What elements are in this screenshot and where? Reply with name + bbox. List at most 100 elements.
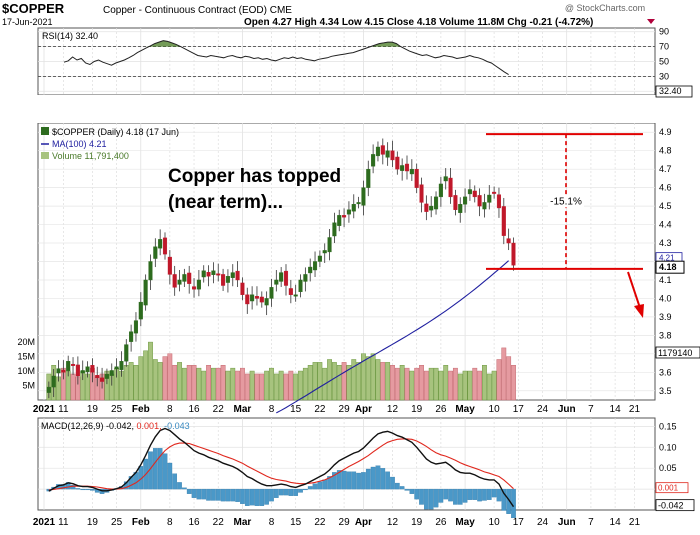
candle-body-94 bbox=[501, 206, 506, 236]
candle-body-76 bbox=[414, 168, 419, 188]
macd-hist-bar-87 bbox=[467, 488, 473, 500]
candle-body-50 bbox=[288, 288, 293, 295]
volume-bar-37 bbox=[225, 370, 231, 401]
macd-hist-bar-83 bbox=[448, 488, 453, 502]
macd-legend: MACD(12,26,9) -0.042, 0.001, -0.043 bbox=[41, 421, 190, 431]
volume-bar-54 bbox=[307, 365, 313, 401]
macd-hist-bar-31 bbox=[196, 488, 202, 500]
volume-bar-71 bbox=[390, 365, 395, 401]
candle-body-78 bbox=[424, 203, 429, 212]
x-tick-label-bottom-19: 17 bbox=[513, 517, 525, 528]
x-tick-label-14: 12 bbox=[387, 404, 399, 415]
candle-body-82 bbox=[443, 176, 448, 182]
x-tick-label-bottom-5: 8 bbox=[167, 517, 173, 528]
candle-body-72 bbox=[395, 156, 400, 170]
volume-bar-38 bbox=[230, 367, 236, 401]
panel-frame-3 bbox=[37, 417, 656, 511]
volume-bar-60 bbox=[336, 365, 342, 401]
macd-legend-part-0: MACD(12,26,9) -0.042, bbox=[41, 421, 137, 431]
candle-body-36 bbox=[221, 274, 226, 286]
volume-bar-16 bbox=[123, 365, 129, 401]
x-tick-label-bottom-20: 24 bbox=[537, 517, 549, 528]
candle-body-39 bbox=[235, 270, 240, 281]
macd-tick-3: 0.15 bbox=[659, 421, 677, 431]
x-tick-label-15: 19 bbox=[411, 404, 423, 415]
candle-body-91 bbox=[487, 194, 492, 203]
volume-bar-93 bbox=[496, 359, 502, 401]
macd-hist-bar-22 bbox=[152, 448, 158, 490]
volume-bar-96 bbox=[511, 365, 516, 401]
volume-bar-31 bbox=[196, 367, 202, 401]
macd-hist-bar-54 bbox=[307, 486, 313, 490]
macd-hist-bar-47 bbox=[273, 488, 279, 498]
macd-hist-bar-51 bbox=[293, 488, 299, 496]
volume-tick-2: 15M bbox=[17, 352, 35, 362]
volume-bar-42 bbox=[249, 370, 255, 401]
candle-body-11 bbox=[100, 377, 105, 382]
volume-bar-62 bbox=[346, 365, 352, 401]
candle-body-3 bbox=[61, 369, 66, 373]
macd-hist-bar-60 bbox=[336, 470, 342, 490]
x-tick-label-bottom-1: 11 bbox=[58, 517, 69, 528]
volume-bar-88 bbox=[472, 367, 478, 401]
macd-legend-part-1: 0.001, bbox=[137, 421, 165, 431]
volume-bar-29 bbox=[186, 365, 192, 401]
candle-body-29 bbox=[187, 272, 192, 284]
macd-hist-bar-35 bbox=[215, 488, 221, 501]
header-symbol: $COPPER bbox=[2, 1, 65, 16]
ma-legend: MA(100) 4.21 bbox=[52, 139, 107, 149]
candle-body-84 bbox=[453, 195, 458, 210]
candle-body-16 bbox=[124, 344, 129, 362]
volume-bar-73 bbox=[399, 365, 405, 401]
volume-bar-45 bbox=[264, 370, 270, 401]
candle-body-0 bbox=[46, 386, 51, 393]
macd-tick-1: 0.05 bbox=[659, 463, 677, 473]
macd-hist-bar-29 bbox=[186, 488, 192, 494]
candle-body-86 bbox=[463, 196, 468, 205]
volume-tick-0: 5M bbox=[22, 381, 35, 391]
macd-hist-bar-34 bbox=[211, 488, 216, 501]
x-tick-label-bottom-17: May bbox=[455, 517, 475, 528]
macd-hist-bar-53 bbox=[303, 488, 308, 491]
x-tick-label-bottom-18: 10 bbox=[489, 517, 501, 528]
x-tick-label-12: 29 bbox=[339, 404, 351, 415]
macd-hist-bar-62 bbox=[346, 471, 352, 490]
x-tick-label-bottom-23: 14 bbox=[610, 517, 622, 528]
candle-body-30 bbox=[192, 286, 197, 290]
volume-bar-82 bbox=[443, 365, 449, 401]
candle-body-1 bbox=[51, 375, 56, 388]
x-tick-label-21: Jun bbox=[558, 404, 576, 415]
x-tick-label-0: 2021 bbox=[33, 404, 56, 415]
macd-hist-bar-90 bbox=[482, 488, 487, 501]
volume-bar-47 bbox=[273, 373, 279, 401]
candle-body-51 bbox=[293, 294, 298, 297]
candle-body-19 bbox=[138, 301, 143, 320]
price-tick-11: 4.6 bbox=[659, 183, 672, 193]
candle-body-53 bbox=[303, 274, 308, 282]
macd-hist-bar-30 bbox=[191, 488, 197, 498]
macd-hist-bar-44 bbox=[259, 488, 265, 506]
candle-body-64 bbox=[356, 202, 361, 205]
macd-hist-bar-61 bbox=[341, 470, 347, 490]
macd-hist-bar-63 bbox=[351, 471, 357, 490]
candle-body-15 bbox=[119, 361, 124, 370]
candle-body-85 bbox=[458, 204, 463, 213]
x-tick-label-bottom-7: 22 bbox=[213, 517, 225, 528]
volume-tick-1: 10M bbox=[17, 366, 35, 376]
volume-bar-74 bbox=[404, 367, 410, 401]
candle-body-44 bbox=[259, 296, 264, 303]
x-tick-label-7: 22 bbox=[213, 404, 225, 415]
macd-hist-bar-73 bbox=[399, 486, 405, 490]
price-tick-0: 3.5 bbox=[659, 386, 672, 396]
candle-body-31 bbox=[196, 279, 201, 290]
x-tick-label-22: 7 bbox=[588, 404, 594, 415]
volume-bar-41 bbox=[244, 373, 250, 401]
x-tick-label-18: 10 bbox=[489, 404, 501, 415]
x-tick-label-16: 26 bbox=[435, 404, 447, 415]
macd-hist-bar-9 bbox=[90, 488, 95, 491]
x-tick-label-bottom-21: Jun bbox=[558, 517, 576, 528]
candle-body-34 bbox=[211, 270, 216, 275]
volume-bar-69 bbox=[380, 362, 386, 401]
macd-hist-bar-50 bbox=[288, 488, 294, 496]
x-tick-label-bottom-11: 22 bbox=[314, 517, 326, 528]
